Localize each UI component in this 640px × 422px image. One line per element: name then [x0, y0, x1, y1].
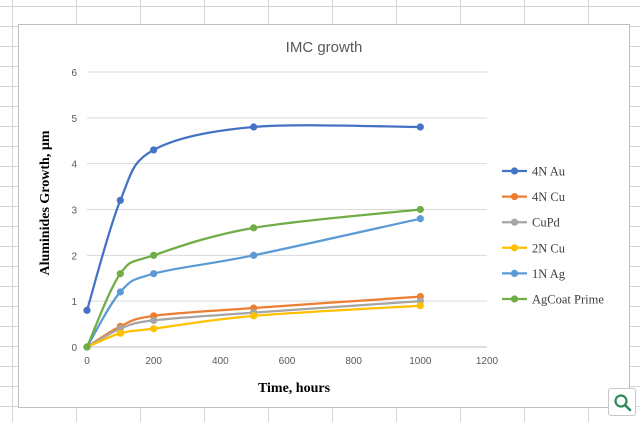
data-point	[150, 146, 158, 154]
chart-area[interactable]: IMC growth 0 1 2 3 4 5 6 0 200 400 600 800 1000 1200 …	[18, 24, 630, 408]
legend-label: AgCoat Prime	[532, 293, 604, 307]
legend-label: 2N Cu	[532, 241, 566, 255]
data-point	[150, 270, 158, 278]
y-tick-label: 6	[71, 68, 77, 79]
data-point	[116, 329, 124, 337]
data-point	[150, 325, 158, 333]
x-tick-label: 1200	[476, 356, 499, 367]
legend-item: 2N Cu	[502, 241, 566, 255]
data-point	[116, 196, 124, 204]
data-point	[250, 123, 258, 131]
legend-marker	[510, 269, 519, 277]
data-point	[416, 215, 424, 223]
x-tick-label: 800	[345, 356, 362, 367]
data-point	[250, 251, 258, 259]
data-point	[250, 312, 258, 320]
x-axis-label: Time, hours	[258, 381, 331, 396]
y-tick-label: 3	[71, 206, 77, 217]
data-point	[150, 251, 158, 259]
legend-item: AgCoat Prime	[502, 293, 604, 307]
legend-marker	[510, 167, 519, 175]
x-tick-label: 1000	[409, 356, 432, 367]
series-line	[86, 217, 421, 348]
y-tick-label: 0	[71, 343, 77, 354]
legend-label: 4N Au	[532, 165, 566, 179]
legend-item: 4N Au	[502, 165, 566, 179]
series-4n-au	[83, 123, 424, 314]
legend-label: CuPd	[532, 216, 561, 230]
data-point	[116, 288, 124, 296]
legend-label: 1N Ag	[532, 267, 566, 281]
data-point	[83, 306, 91, 314]
magnifier-icon	[614, 394, 632, 412]
legend: 4N Au 4N Cu CuPd 2N Cu 1N Ag AgCoat Prime	[502, 165, 604, 307]
series-line	[86, 295, 421, 348]
legend-marker	[510, 193, 519, 201]
data-point	[83, 343, 91, 351]
y-tick-label: 4	[71, 160, 77, 171]
x-tick-label: 0	[84, 356, 90, 367]
x-tick-label: 200	[145, 356, 162, 367]
x-tick-label: 400	[212, 356, 229, 367]
data-point	[116, 270, 124, 278]
axes: 0 1 2 3 4 5 6 0 200 400 600 800 1000 1200	[71, 68, 498, 367]
chart-title: IMC growth	[286, 39, 363, 56]
legend-item: 1N Ag	[502, 267, 566, 281]
y-tick-label: 5	[71, 114, 77, 125]
zoom-button[interactable]	[608, 388, 636, 416]
series-group	[83, 123, 424, 351]
legend-label: 4N Cu	[532, 190, 566, 204]
legend-marker	[510, 244, 519, 252]
data-point	[250, 224, 258, 232]
legend-marker	[510, 218, 519, 226]
series-line	[86, 304, 421, 349]
data-point	[150, 316, 158, 325]
legend-marker	[510, 295, 519, 303]
data-point	[416, 302, 424, 310]
series-line	[86, 300, 421, 348]
y-axis-label: Aluminides Growth, µm	[38, 130, 53, 275]
series-agcoat-prime	[83, 205, 424, 351]
y-tick-label: 2	[71, 251, 77, 262]
gridlines	[87, 71, 487, 302]
legend-item: CuPd	[502, 216, 561, 230]
data-point	[416, 123, 424, 131]
series-line	[85, 208, 421, 348]
series-line	[85, 124, 421, 311]
data-point	[416, 205, 424, 214]
legend-item: 4N Cu	[502, 190, 566, 204]
x-tick-label: 600	[279, 356, 296, 367]
y-tick-label: 1	[71, 297, 77, 308]
